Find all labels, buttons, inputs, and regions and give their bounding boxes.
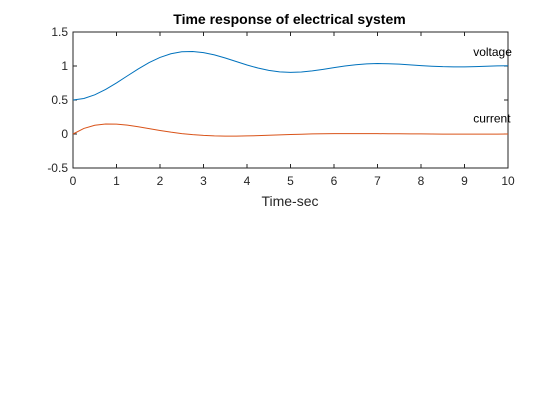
- axis-ticks: 0 1 2 3 4 5 6 7 8 9 10-0.500.511.5: [47, 25, 515, 188]
- series-layer: [72, 50, 509, 137]
- series-line-2: [72, 123, 509, 137]
- x-tick-label: 7: [374, 174, 381, 188]
- chart-title: Time response of electrical system: [173, 11, 405, 27]
- annotation-current: current: [473, 111, 511, 125]
- y-tick-label: 0: [61, 127, 68, 141]
- series-line-1: [72, 50, 509, 101]
- x-tick-label: 8: [418, 174, 425, 188]
- x-tick-label: 3: [200, 174, 207, 188]
- plot-area: [72, 31, 509, 169]
- x-tick-label: 2: [157, 174, 164, 188]
- x-tick-label: 1: [113, 174, 120, 188]
- y-tick-label: 1.5: [51, 25, 68, 39]
- x-tick-label: 5: [287, 174, 294, 188]
- x-tick-label: 10: [501, 174, 515, 188]
- annotations: voltage current: [473, 45, 512, 126]
- y-tick-label: 0.5: [51, 93, 68, 107]
- x-tick-label: 0: [70, 174, 77, 188]
- x-tick-label: 4: [244, 174, 251, 188]
- x-tick-label: 6: [331, 174, 338, 188]
- x-axis-label: Time-sec: [261, 193, 318, 209]
- annotation-voltage: voltage: [473, 45, 512, 59]
- y-tick-label: 1: [61, 59, 68, 73]
- x-tick-label: 9: [461, 174, 468, 188]
- y-tick-label: -0.5: [47, 161, 68, 175]
